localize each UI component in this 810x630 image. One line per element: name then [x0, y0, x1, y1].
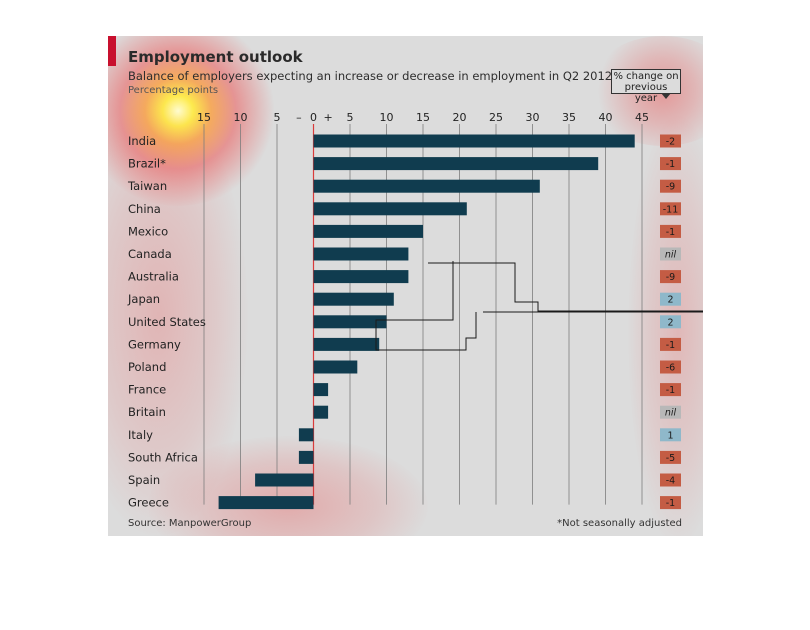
bar-spain [255, 473, 314, 487]
change-badge [660, 224, 681, 238]
category-label: Canada [128, 247, 172, 261]
bar-germany [313, 337, 380, 351]
bar-united-states [313, 315, 387, 329]
category-label: India [128, 134, 156, 148]
x-tick-label: 5 [347, 111, 354, 124]
change-badge [660, 337, 681, 351]
category-label: United States [128, 315, 206, 329]
change-value: -5 [666, 453, 675, 464]
x-tick-label: + [323, 111, 332, 124]
change-badge [660, 473, 681, 487]
chart-subtitle: Balance of employers expecting an increa… [128, 69, 613, 83]
change-badge [660, 247, 681, 261]
change-badge [660, 315, 681, 329]
footnote: *Not seasonally adjusted [557, 518, 682, 529]
change-value: -1 [666, 227, 675, 238]
change-value: -1 [666, 385, 675, 396]
bar-britain [313, 405, 329, 419]
change-badge [660, 292, 681, 306]
category-label: Germany [128, 337, 181, 351]
change-badge [660, 202, 681, 216]
category-label: Australia [128, 270, 179, 284]
category-label: Spain [128, 473, 160, 487]
change-badge [660, 360, 681, 374]
category-label: Britain [128, 405, 166, 419]
category-label: Taiwan [127, 179, 167, 193]
bar-france [313, 383, 329, 397]
category-label: Italy [128, 428, 153, 442]
category-label: Brazil* [128, 157, 166, 171]
x-tick-label: 35 [562, 111, 576, 124]
axis-units-label: Percentage points [128, 85, 219, 96]
change-value: -2 [666, 137, 675, 148]
bar-italy [298, 428, 314, 442]
bar-taiwan [313, 179, 540, 193]
bar-canada [313, 247, 409, 261]
x-tick-label: 20 [453, 111, 467, 124]
bar-japan [313, 292, 394, 306]
category-label: France [128, 383, 166, 397]
change-value: nil [665, 250, 677, 261]
x-tick-label: – [296, 111, 302, 124]
change-value: -9 [666, 182, 675, 193]
change-badge [660, 383, 681, 397]
bar-mexico [313, 224, 423, 238]
category-label: Mexico [128, 224, 168, 238]
x-tick-label: 40 [599, 111, 613, 124]
change-badge [660, 134, 681, 148]
change-badge [660, 270, 681, 284]
x-tick-label: 15 [197, 111, 211, 124]
chart-title: Employment outlook [128, 48, 303, 66]
x-tick-label: 10 [234, 111, 248, 124]
change-value: -1 [666, 498, 675, 509]
change-value: 1 [667, 430, 673, 441]
category-label: China [128, 202, 161, 216]
change-badge [660, 428, 681, 442]
title-accent-bar [108, 36, 116, 66]
bar-south-africa [298, 450, 314, 464]
category-label: South Africa [128, 450, 198, 464]
change-value: -11 [663, 204, 679, 215]
x-tick-label: 30 [526, 111, 540, 124]
change-badge [660, 450, 681, 464]
x-tick-label: 0 [310, 111, 317, 124]
x-tick-label: 5 [274, 111, 281, 124]
change-badge [660, 179, 681, 193]
x-tick-label: 10 [380, 111, 394, 124]
x-tick-label: 15 [416, 111, 430, 124]
change-value: -4 [666, 476, 675, 487]
category-label: Poland [128, 360, 166, 374]
category-label: Japan [127, 292, 160, 306]
change-value: nil [665, 408, 677, 419]
cursor-trace-line [428, 262, 703, 312]
bar-greece [218, 496, 314, 510]
change-value: -1 [666, 159, 675, 170]
change-badge [660, 405, 681, 419]
category-label: Greece [128, 496, 169, 510]
change-value: 2 [667, 295, 673, 306]
change-value: -1 [666, 340, 675, 351]
x-tick-label: 25 [489, 111, 503, 124]
bar-poland [313, 360, 358, 374]
x-tick-label: 45 [635, 111, 649, 124]
bar-china [313, 202, 467, 216]
chart-panel: Employment outlook Balance of employers … [108, 36, 703, 536]
source-note: Source: ManpowerGroup [128, 518, 252, 529]
bar-australia [313, 270, 409, 284]
change-value: -6 [666, 363, 675, 374]
change-column-header: % change on previous year [611, 69, 681, 104]
bar-brazil [313, 157, 599, 171]
change-badge [660, 496, 681, 510]
bar-chart: India Brazil* Taiwan China Mexico Canada Austr… [127, 111, 703, 510]
change-value: 2 [667, 317, 673, 328]
bar-india [313, 134, 635, 148]
change-badge [660, 157, 681, 171]
change-value: -9 [666, 272, 675, 283]
